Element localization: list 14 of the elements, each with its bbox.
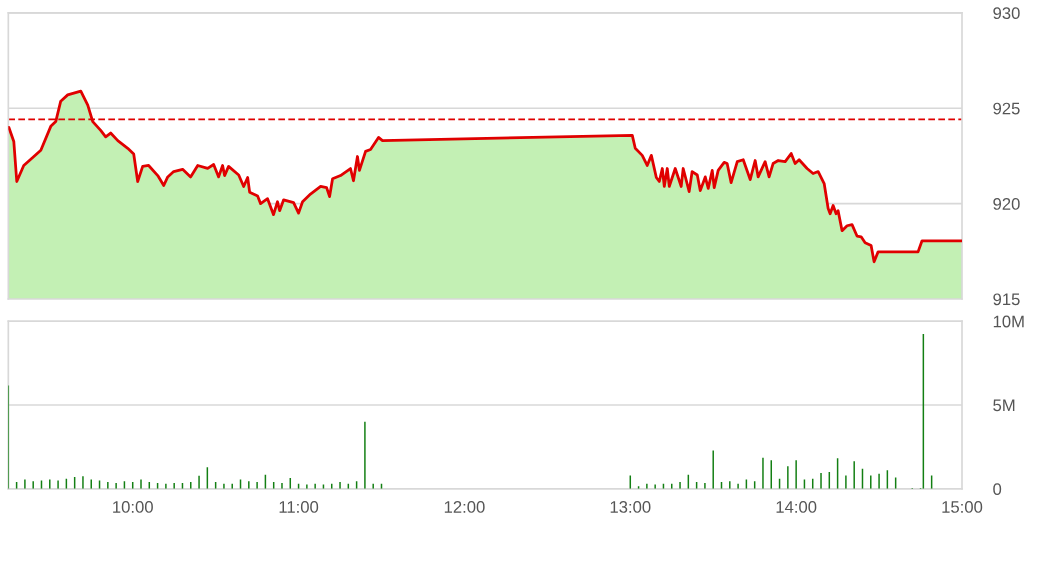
x-tick-label: 11:00 <box>279 501 319 513</box>
y-tick-label: 5M <box>993 399 1015 412</box>
x-tick-label: 12:00 <box>444 501 485 513</box>
y-tick-label: 0 <box>993 483 1002 496</box>
y-tick-label: 920 <box>993 198 1020 210</box>
x-tick-label: 15:00 <box>942 501 983 513</box>
line-series <box>8 89 962 264</box>
y-tick-label: 930 <box>993 7 1020 20</box>
y-tick-label: 925 <box>993 102 1020 115</box>
x-tick-label: 13:00 <box>610 501 651 513</box>
y-tick-label: 915 <box>993 293 1020 306</box>
y-tick-label: 10M <box>993 315 1024 328</box>
x-tick-label: 14:00 <box>776 501 817 513</box>
x-tick-label: 10:00 <box>113 501 153 513</box>
